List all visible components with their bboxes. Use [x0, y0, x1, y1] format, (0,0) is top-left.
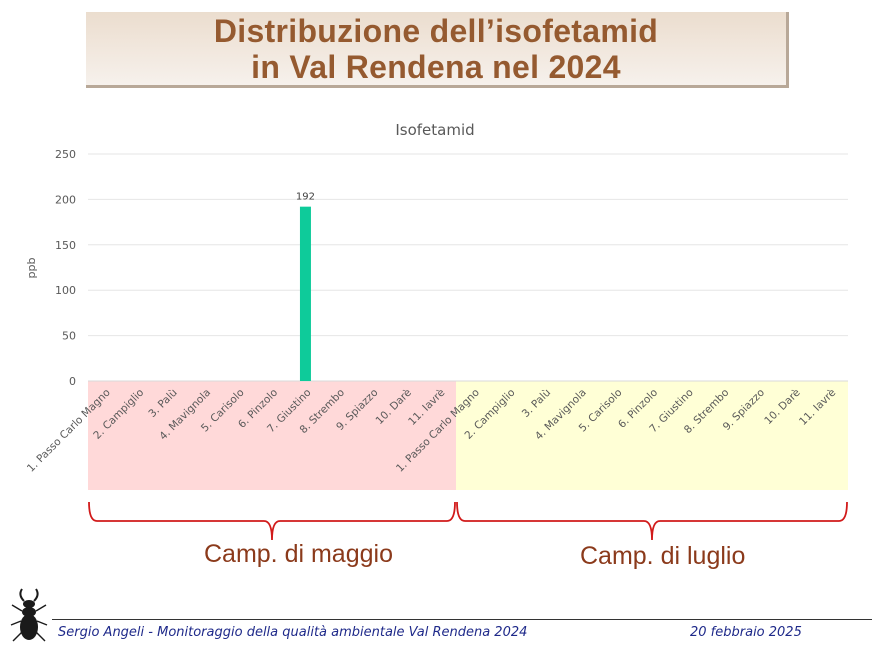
slide-title-box: Distribuzione dell’isofetamid in Val Ren…	[86, 12, 789, 88]
y-tick-label: 0	[69, 375, 76, 388]
y-tick-label: 50	[62, 330, 76, 343]
data-label: 192	[296, 192, 315, 203]
footer-divider	[52, 619, 872, 620]
band-maggio	[88, 381, 456, 490]
y-axis-label: ppb	[25, 258, 38, 279]
footer-author-text: Sergio Angeli - Monitoraggio della quali…	[58, 625, 528, 640]
y-tick-label: 200	[55, 193, 76, 206]
slide-title-line-1: Distribuzione dell’isofetamid	[213, 12, 659, 49]
brace-luglio	[456, 501, 848, 541]
stag-beetle-icon	[10, 588, 48, 642]
y-tick-label: 100	[55, 284, 76, 297]
group-label-maggio: Camp. di maggio	[204, 540, 393, 568]
footer-date: 20 febbraio 2025	[690, 625, 802, 640]
bar	[299, 206, 311, 381]
slide-title-line-2: in Val Rendena nel 2024	[251, 48, 621, 85]
y-tick-label: 150	[55, 239, 76, 252]
chart-title: Isofetamid	[395, 121, 474, 139]
y-tick-label: 250	[55, 148, 76, 161]
band-luglio	[456, 381, 848, 490]
group-label-luglio: Camp. di luglio	[580, 542, 746, 570]
brace-maggio	[88, 501, 456, 541]
